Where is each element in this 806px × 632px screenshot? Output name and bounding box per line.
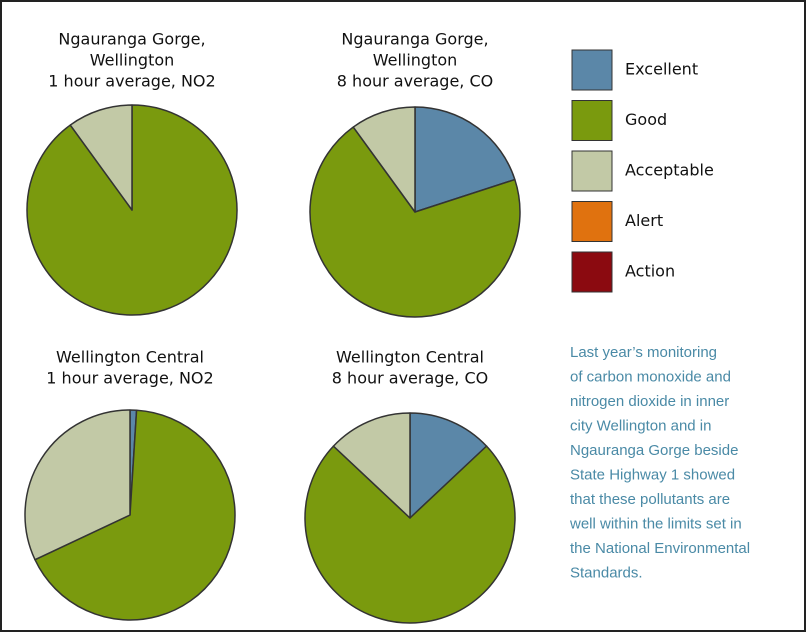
pie-title: Wellington	[373, 51, 458, 70]
pie-title: Ngauranga Gorge,	[58, 30, 205, 49]
pie-title: Wellington Central	[56, 348, 204, 367]
note-line: State Highway 1 showed	[570, 466, 735, 483]
note-line: nitrogen dioxide in inner	[570, 393, 729, 410]
legend-swatch	[571, 49, 613, 91]
pie-slice	[414, 106, 516, 213]
pie-slice	[332, 412, 411, 519]
pie-title: 1 hour average, NO2	[46, 369, 213, 388]
pie-slice	[409, 412, 488, 519]
pie-slice	[304, 445, 516, 624]
pie-title: 1 hour average, NO2	[48, 72, 215, 91]
pie-title: Ngauranga Gorge,	[341, 30, 488, 49]
note-line: city Wellington and in	[570, 417, 711, 434]
note-line: the National Environmental	[570, 540, 750, 557]
note-line: Ngauranga Gorge beside	[570, 442, 738, 459]
note-line: well within the limits set in	[569, 515, 742, 532]
note-line: Last year’s monitoring	[570, 344, 717, 361]
pie-slice	[352, 106, 416, 213]
pie-title: Wellington	[90, 51, 175, 70]
pie-title: 8 hour average, CO	[332, 369, 488, 388]
legend-label: Good	[625, 110, 667, 129]
pie-slice	[69, 104, 133, 211]
legend-swatch	[571, 251, 613, 293]
legend-label: Acceptable	[625, 161, 714, 180]
pie-slice	[309, 126, 521, 318]
note-line: that these pollutants are	[570, 491, 730, 508]
pie-slice	[34, 409, 236, 621]
legend-swatch	[571, 100, 613, 141]
legend-label: Alert	[625, 211, 663, 230]
legend-label: Excellent	[625, 60, 698, 79]
legend-swatch	[571, 150, 613, 192]
pie-title: 8 hour average, CO	[337, 72, 493, 91]
legend-swatch	[571, 201, 613, 242]
legend-label: Action	[625, 262, 675, 281]
note-line: Standards.	[570, 564, 643, 581]
pie-title: Wellington Central	[336, 348, 484, 367]
pie-slice	[24, 409, 131, 561]
note-line: of carbon monoxide and	[570, 368, 731, 385]
